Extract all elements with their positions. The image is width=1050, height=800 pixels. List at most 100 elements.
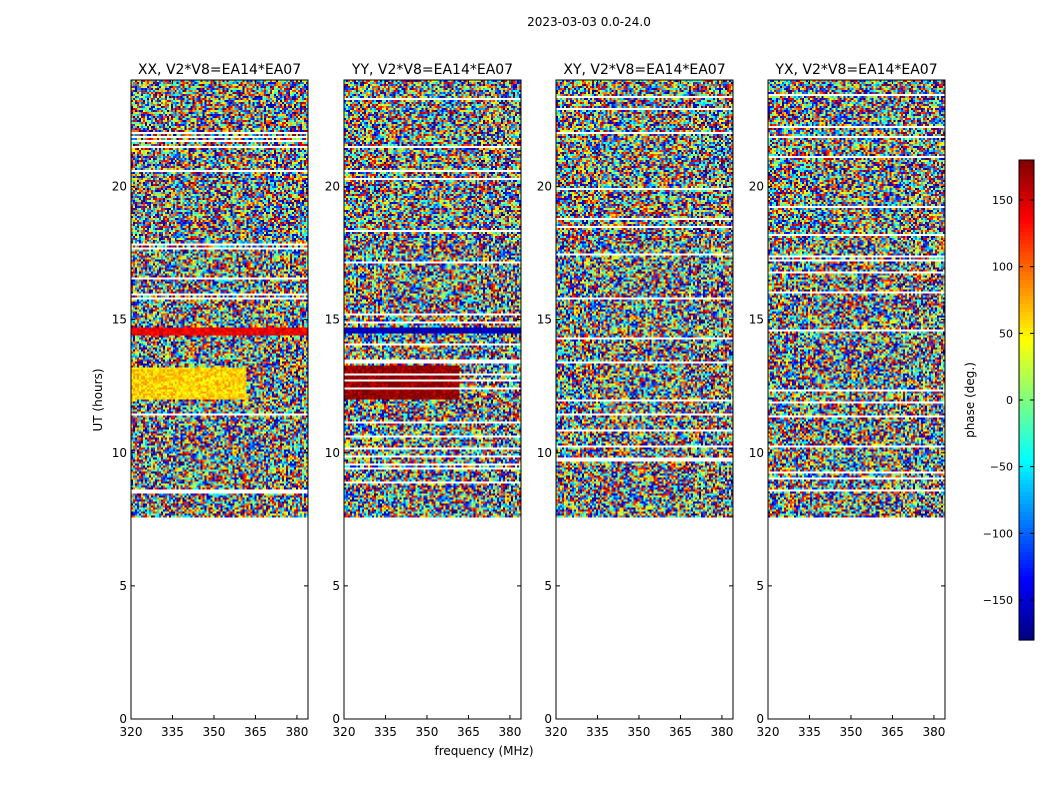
y-tick-label: 15	[537, 313, 552, 327]
colorbar-swatch	[1019, 596, 1034, 601]
colorbar-swatch	[1019, 540, 1034, 545]
panel-xy: XY, V2*V8=EA14*EA07 320 335 350 365 380 0 5 10 15…	[537, 62, 734, 739]
colorbar-swatch	[1019, 468, 1034, 473]
x-tick-label: 350	[203, 725, 226, 739]
panel-title: YX, V2*V8=EA14*EA07	[774, 62, 937, 78]
y-tick-label: 0	[756, 712, 764, 726]
colorbar-swatch	[1019, 604, 1034, 609]
figure-suptitle: 2023-03-03 0.0-24.0	[527, 15, 651, 29]
colorbar-swatch	[1019, 204, 1034, 209]
x-tick-label: 320	[545, 725, 568, 739]
axes-frame	[343, 79, 522, 720]
colorbar-swatch	[1019, 564, 1034, 569]
colorbar-swatch	[1019, 464, 1034, 469]
colorbar-swatch	[1019, 292, 1034, 297]
x-tick-label: 380	[922, 725, 945, 739]
colorbar-swatch	[1019, 236, 1034, 241]
y-tick-label: 15	[325, 313, 340, 327]
colorbar-swatch	[1019, 340, 1034, 345]
phase-heatmap	[131, 80, 308, 719]
colorbar-swatch	[1019, 384, 1034, 389]
colorbar-swatch	[1019, 248, 1034, 253]
axes-frame	[767, 79, 946, 720]
colorbar-swatch	[1019, 532, 1034, 537]
y-tick-label: 5	[119, 579, 127, 593]
colorbar-swatch	[1019, 304, 1034, 309]
y-tick-label: 20	[325, 180, 340, 194]
colorbar-swatch	[1019, 448, 1034, 453]
colorbar-swatch	[1019, 556, 1034, 561]
colorbar-swatch	[1019, 552, 1034, 557]
colorbar-swatch	[1019, 456, 1034, 461]
colorbar-tick-label: −100	[983, 527, 1013, 540]
colorbar-swatch	[1019, 244, 1034, 249]
colorbar-swatch	[1019, 220, 1034, 225]
y-tick-label: 5	[332, 579, 340, 593]
colorbar-swatch	[1019, 176, 1034, 181]
colorbar-swatch	[1019, 480, 1034, 485]
colorbar-swatch	[1019, 408, 1034, 413]
x-tick-label: 350	[416, 725, 439, 739]
colorbar-swatch	[1019, 632, 1034, 637]
y-tick-label: 10	[537, 446, 552, 460]
colorbar-swatch	[1019, 572, 1034, 577]
colorbar-swatch	[1019, 276, 1034, 281]
colorbar-swatch	[1019, 508, 1034, 513]
phase-heatmap	[344, 80, 521, 719]
colorbar-swatch	[1019, 224, 1034, 229]
colorbar-swatch	[1019, 388, 1034, 393]
colorbar-swatch	[1019, 428, 1034, 433]
colorbar-swatch	[1019, 520, 1034, 525]
y-tick-label: 10	[112, 446, 127, 460]
colorbar-swatch	[1019, 536, 1034, 541]
colorbar-swatch	[1019, 636, 1034, 641]
panel-title: XX, V2*V8=EA14*EA07	[138, 62, 301, 78]
colorbar-swatch	[1019, 228, 1034, 233]
colorbar-swatch	[1019, 628, 1034, 633]
colorbar-swatch	[1019, 440, 1034, 445]
colorbar-swatch	[1019, 256, 1034, 261]
colorbar-swatch	[1019, 496, 1034, 501]
y-tick-label: 0	[544, 712, 552, 726]
colorbar-swatch	[1019, 416, 1034, 421]
colorbar-swatch	[1019, 160, 1034, 165]
colorbar-swatch	[1019, 364, 1034, 369]
colorbar-swatch	[1019, 488, 1034, 493]
x-tick-label: 380	[498, 725, 521, 739]
colorbar-swatch	[1019, 268, 1034, 273]
colorbar-swatch	[1019, 300, 1034, 305]
colorbar-swatch	[1019, 208, 1034, 213]
axes-frame	[555, 79, 734, 720]
colorbar-swatch	[1019, 216, 1034, 221]
colorbar-swatch	[1019, 200, 1034, 205]
x-tick-label: 335	[374, 725, 397, 739]
colorbar-tick-label: 50	[999, 327, 1013, 340]
x-tick-label: 350	[840, 725, 863, 739]
colorbar-swatch	[1019, 324, 1034, 329]
colorbar-swatch	[1019, 284, 1034, 289]
colorbar-swatch	[1019, 600, 1034, 605]
colorbar-swatch	[1019, 484, 1034, 489]
colorbar-swatch	[1019, 380, 1034, 385]
y-tick-label: 10	[749, 446, 764, 460]
colorbar-swatch	[1019, 568, 1034, 573]
x-tick-label: 365	[457, 725, 480, 739]
y-tick-label: 0	[332, 712, 340, 726]
colorbar-swatch	[1019, 616, 1034, 621]
colorbar-swatch	[1019, 296, 1034, 301]
colorbar-swatch	[1019, 412, 1034, 417]
colorbar-tick-label: 150	[992, 194, 1013, 207]
colorbar-swatch	[1019, 584, 1034, 589]
colorbar-tick-label: 100	[992, 261, 1013, 274]
colorbar-swatch	[1019, 524, 1034, 529]
colorbar-swatch	[1019, 544, 1034, 549]
phase-heatmap	[768, 80, 945, 719]
colorbar-swatch	[1019, 328, 1034, 333]
x-tick-label: 365	[881, 725, 904, 739]
x-tick-label: 335	[161, 725, 184, 739]
y-tick-label: 15	[112, 313, 127, 327]
x-tick-label: 380	[710, 725, 733, 739]
colorbar-swatch	[1019, 184, 1034, 189]
colorbar-swatch	[1019, 432, 1034, 437]
x-tick-label: 320	[333, 725, 356, 739]
